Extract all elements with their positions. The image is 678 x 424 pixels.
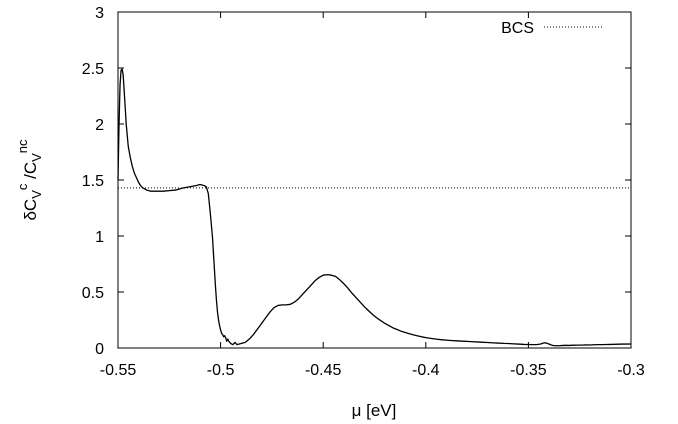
y-tick-label: 2 — [95, 117, 104, 134]
y-tick-label: 0.5 — [82, 285, 104, 302]
y-axis-title-sup1: c — [15, 183, 30, 190]
y-axis-title-slash: /C — [21, 162, 40, 184]
series-layer — [117, 68, 632, 347]
y-ticks: 0 0.5 1 1.5 2 2.5 3 — [82, 5, 631, 358]
x-tick-label: -0.3 — [617, 362, 645, 379]
y-axis-title: δCVc /CVnc — [15, 139, 44, 221]
x-tick-label: -0.45 — [305, 362, 342, 379]
y-tick-label: 3 — [95, 5, 104, 22]
x-tick-label: -0.5 — [207, 362, 235, 379]
y-axis-title-sub1: V — [29, 190, 44, 199]
y-tick-label: 2.5 — [82, 61, 104, 78]
plot-frame — [117, 11, 632, 349]
y-tick-label: 1.5 — [82, 173, 104, 190]
x-tick-label: -0.4 — [412, 362, 440, 379]
y-axis-title-sup2: nc — [15, 139, 30, 153]
x-tick-label: -0.55 — [100, 362, 137, 379]
y-tick-label: 0 — [95, 341, 104, 358]
x-axis-title: μ [eV] — [352, 401, 397, 420]
legend: BCS — [501, 20, 604, 37]
y-axis-title-base: δC — [21, 199, 40, 221]
series-line-main — [117, 68, 632, 347]
legend-label-bcs: BCS — [501, 20, 534, 37]
y-tick-label: 1 — [95, 229, 104, 246]
x-ticks: -0.55 -0.5 -0.45 -0.4 -0.35 -0.3 — [100, 12, 645, 379]
x-tick-label: -0.35 — [510, 362, 547, 379]
y-axis-title-sub2: V — [29, 153, 44, 162]
